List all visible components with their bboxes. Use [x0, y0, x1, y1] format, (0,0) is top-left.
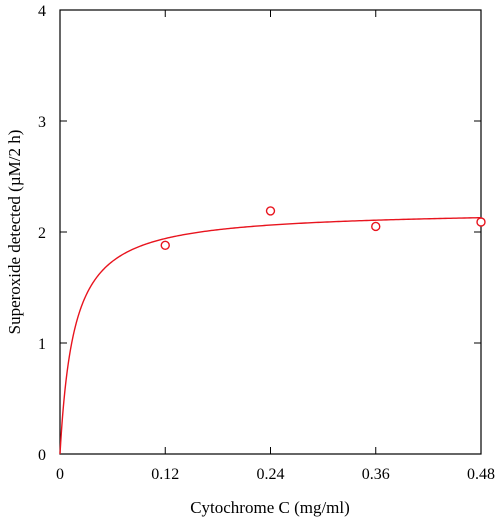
data-point	[371, 221, 381, 232]
x-tick-label: 0.36	[362, 466, 390, 483]
data-points	[160, 206, 486, 251]
y-tick-label: 4	[38, 3, 46, 20]
x-tick-label: 0	[56, 466, 64, 483]
y-axis-title: Superoxide detected (µM/2 h)	[5, 130, 24, 335]
x-tick-label: 0.12	[151, 466, 179, 483]
y-tick-label: 3	[38, 114, 46, 131]
plot-frame	[59, 9, 482, 455]
data-point	[476, 217, 486, 227]
data-point	[265, 206, 276, 216]
data-point	[160, 240, 170, 251]
y-axis-ticks: 0 1 2 3 4	[38, 3, 481, 464]
x-axis-title: Cytochrome C (mg/ml)	[190, 498, 350, 517]
x-axis-ticks: 0 0.12 0.24 0.36 0.48	[56, 10, 495, 483]
y-tick-label: 2	[38, 225, 46, 242]
fit-curve	[59, 216, 482, 454]
y-tick-label: 0	[38, 447, 46, 464]
y-tick-label: 1	[38, 336, 46, 353]
x-tick-label: 0.24	[257, 466, 285, 483]
x-tick-label: 0.48	[467, 466, 495, 483]
